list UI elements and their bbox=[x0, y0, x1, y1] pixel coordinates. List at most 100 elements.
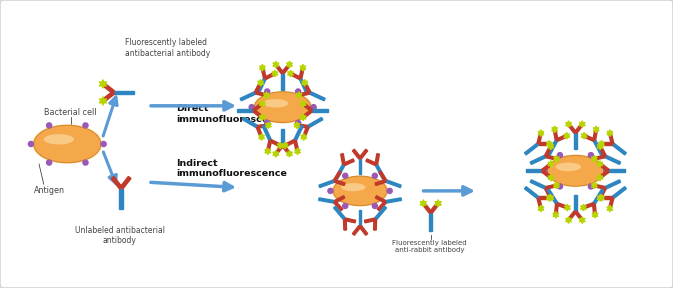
Polygon shape bbox=[435, 200, 441, 207]
Polygon shape bbox=[612, 143, 627, 155]
Polygon shape bbox=[334, 196, 345, 203]
Polygon shape bbox=[237, 109, 253, 112]
Polygon shape bbox=[546, 184, 557, 189]
Ellipse shape bbox=[341, 183, 365, 191]
Polygon shape bbox=[548, 140, 557, 155]
Circle shape bbox=[311, 105, 316, 110]
Polygon shape bbox=[272, 70, 278, 77]
Circle shape bbox=[249, 105, 254, 110]
Polygon shape bbox=[308, 118, 323, 128]
Polygon shape bbox=[297, 124, 308, 128]
Polygon shape bbox=[554, 182, 559, 189]
Polygon shape bbox=[256, 127, 262, 138]
Polygon shape bbox=[299, 67, 304, 78]
Polygon shape bbox=[593, 189, 604, 204]
Polygon shape bbox=[353, 226, 361, 235]
Polygon shape bbox=[120, 177, 131, 189]
Polygon shape bbox=[295, 148, 300, 155]
Polygon shape bbox=[319, 180, 334, 187]
Polygon shape bbox=[294, 125, 303, 141]
Polygon shape bbox=[366, 159, 376, 166]
Polygon shape bbox=[579, 217, 586, 223]
Polygon shape bbox=[599, 170, 609, 179]
Polygon shape bbox=[538, 130, 544, 137]
Circle shape bbox=[557, 153, 563, 158]
Polygon shape bbox=[318, 198, 334, 203]
Polygon shape bbox=[102, 83, 114, 93]
Polygon shape bbox=[353, 149, 361, 159]
Polygon shape bbox=[334, 171, 341, 181]
Polygon shape bbox=[386, 180, 401, 187]
Polygon shape bbox=[565, 204, 570, 211]
Polygon shape bbox=[538, 143, 549, 145]
Circle shape bbox=[588, 153, 594, 158]
Polygon shape bbox=[592, 211, 598, 218]
Polygon shape bbox=[264, 72, 275, 79]
Polygon shape bbox=[253, 103, 263, 111]
Polygon shape bbox=[374, 220, 377, 230]
Polygon shape bbox=[299, 92, 310, 96]
Polygon shape bbox=[264, 92, 269, 98]
Text: Fluorescently labeled
antibacterial antibody: Fluorescently labeled antibacterial anti… bbox=[125, 38, 210, 58]
Polygon shape bbox=[359, 210, 361, 226]
Ellipse shape bbox=[546, 155, 605, 187]
Polygon shape bbox=[375, 180, 386, 185]
Polygon shape bbox=[282, 145, 291, 155]
Polygon shape bbox=[602, 196, 612, 199]
Polygon shape bbox=[579, 121, 586, 128]
Circle shape bbox=[295, 89, 301, 94]
Text: Antigen: Antigen bbox=[34, 185, 65, 194]
Polygon shape bbox=[375, 154, 380, 164]
Polygon shape bbox=[612, 187, 627, 198]
Polygon shape bbox=[548, 194, 554, 201]
Polygon shape bbox=[547, 189, 558, 204]
Polygon shape bbox=[257, 78, 266, 94]
Polygon shape bbox=[420, 200, 427, 207]
Polygon shape bbox=[253, 110, 263, 118]
Circle shape bbox=[264, 120, 270, 125]
Polygon shape bbox=[574, 195, 577, 211]
Polygon shape bbox=[265, 122, 271, 129]
Polygon shape bbox=[120, 189, 122, 209]
Ellipse shape bbox=[545, 154, 606, 187]
Circle shape bbox=[542, 168, 547, 173]
Polygon shape bbox=[300, 64, 306, 71]
Polygon shape bbox=[290, 72, 301, 79]
Polygon shape bbox=[111, 177, 122, 189]
Polygon shape bbox=[583, 203, 594, 209]
Polygon shape bbox=[294, 122, 300, 129]
Polygon shape bbox=[575, 123, 583, 133]
Polygon shape bbox=[537, 198, 542, 209]
Polygon shape bbox=[598, 141, 604, 147]
Polygon shape bbox=[359, 226, 367, 235]
Polygon shape bbox=[548, 161, 554, 167]
Text: Fluorescently labeled
anti-rabbit antibody: Fluorescently labeled anti-rabbit antibo… bbox=[392, 240, 466, 253]
Polygon shape bbox=[261, 67, 266, 78]
Polygon shape bbox=[430, 202, 439, 213]
Polygon shape bbox=[302, 110, 312, 118]
Circle shape bbox=[28, 141, 34, 147]
Polygon shape bbox=[548, 174, 554, 181]
Polygon shape bbox=[567, 211, 576, 221]
Polygon shape bbox=[565, 121, 571, 128]
Polygon shape bbox=[524, 187, 538, 198]
Polygon shape bbox=[102, 92, 114, 102]
Polygon shape bbox=[287, 70, 293, 77]
Polygon shape bbox=[273, 150, 279, 157]
Polygon shape bbox=[526, 169, 542, 172]
Polygon shape bbox=[343, 220, 347, 230]
Polygon shape bbox=[598, 194, 604, 201]
Polygon shape bbox=[593, 129, 598, 140]
Polygon shape bbox=[302, 103, 312, 111]
Polygon shape bbox=[557, 134, 567, 141]
Polygon shape bbox=[294, 141, 299, 151]
Polygon shape bbox=[422, 202, 431, 213]
Circle shape bbox=[372, 203, 378, 209]
Polygon shape bbox=[375, 206, 386, 220]
Polygon shape bbox=[602, 143, 612, 145]
Polygon shape bbox=[592, 182, 597, 189]
Polygon shape bbox=[287, 61, 293, 68]
Ellipse shape bbox=[252, 90, 313, 124]
Polygon shape bbox=[296, 92, 302, 98]
Polygon shape bbox=[599, 163, 609, 172]
